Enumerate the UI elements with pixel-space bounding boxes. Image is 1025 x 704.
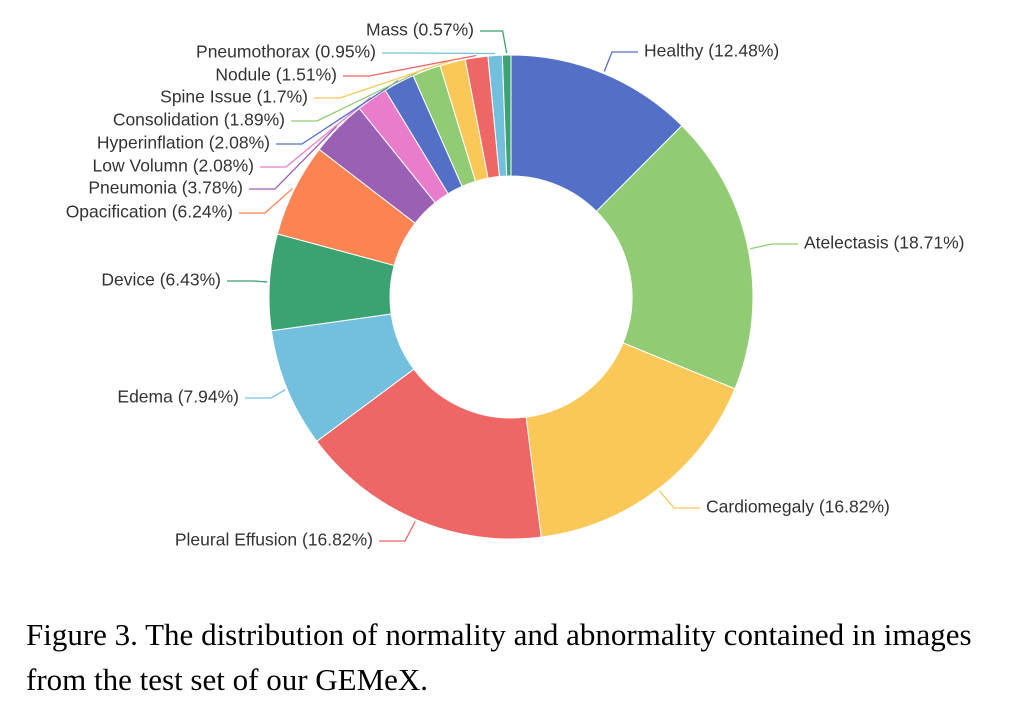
slice-cardiomegaly (525, 342, 736, 538)
figure-caption: Figure 3. The distribution of normality … (26, 617, 972, 697)
leader-line-opacification (239, 188, 293, 214)
donut-chart: Healthy (12.48%) Atelectasis (18.71%) Card… (66, 20, 965, 550)
leader-line-cardiomegaly (658, 490, 700, 509)
slice-label-edema: Edema (7.94%) (117, 387, 239, 407)
leader-line-edema (245, 389, 286, 399)
slice-label-pneumonia: Pneumonia (3.78%) (88, 178, 243, 198)
slice-label-atelectasis: Atelectasis (18.71%) (804, 233, 965, 253)
labels-group: Healthy (12.48%) Atelectasis (18.71%) Card… (66, 20, 965, 550)
slice-label-healthy: Healthy (12.48%) (644, 41, 779, 61)
leader-line-spine-issue (314, 59, 453, 99)
slice-label-device: Device (6.43%) (101, 270, 221, 290)
slice-pleural-effusion (316, 368, 542, 540)
leader-line-mass (480, 30, 508, 54)
leader-line-pneumothorax (382, 52, 495, 55)
slice-atelectasis (595, 124, 754, 390)
slices-group (268, 54, 754, 540)
leader-line-healthy (603, 51, 638, 72)
leader-line-hyperinflation (276, 80, 399, 145)
slice-label-mass: Mass (0.57%) (366, 20, 474, 40)
leader-line-pneumonia (249, 125, 338, 190)
leader-line-pleural-effusion (379, 521, 416, 542)
slice-label-cardiomegaly: Cardiomegaly (16.82%) (706, 497, 890, 517)
slice-label-consolidation: Consolidation (1.89%) (113, 110, 285, 130)
leader-line-nodule (343, 54, 477, 77)
slice-label-opacification: Opacification (6.24%) (66, 202, 233, 222)
leader-line-consolidation (291, 67, 427, 122)
slice-label-pneumothorax: Pneumothorax (0.95%) (196, 42, 376, 62)
slice-label-pleural-effusion: Pleural Effusion (16.82%) (175, 530, 373, 550)
leader-line-atelectasis (750, 243, 798, 250)
slice-label-nodule: Nodule (1.51%) (215, 65, 337, 85)
slice-label-hyperinflation: Hyperinflation (2.08%) (97, 133, 270, 153)
leader-line-device (227, 280, 268, 283)
leader-lines-group (227, 30, 798, 542)
slice-label-spine-issue: Spine Issue (1.7%) (160, 87, 308, 107)
leader-line-low-volumn (260, 96, 372, 168)
slice-mass (501, 54, 512, 177)
slice-label-low-volumn: Low Volumn (2.08%) (93, 156, 254, 176)
